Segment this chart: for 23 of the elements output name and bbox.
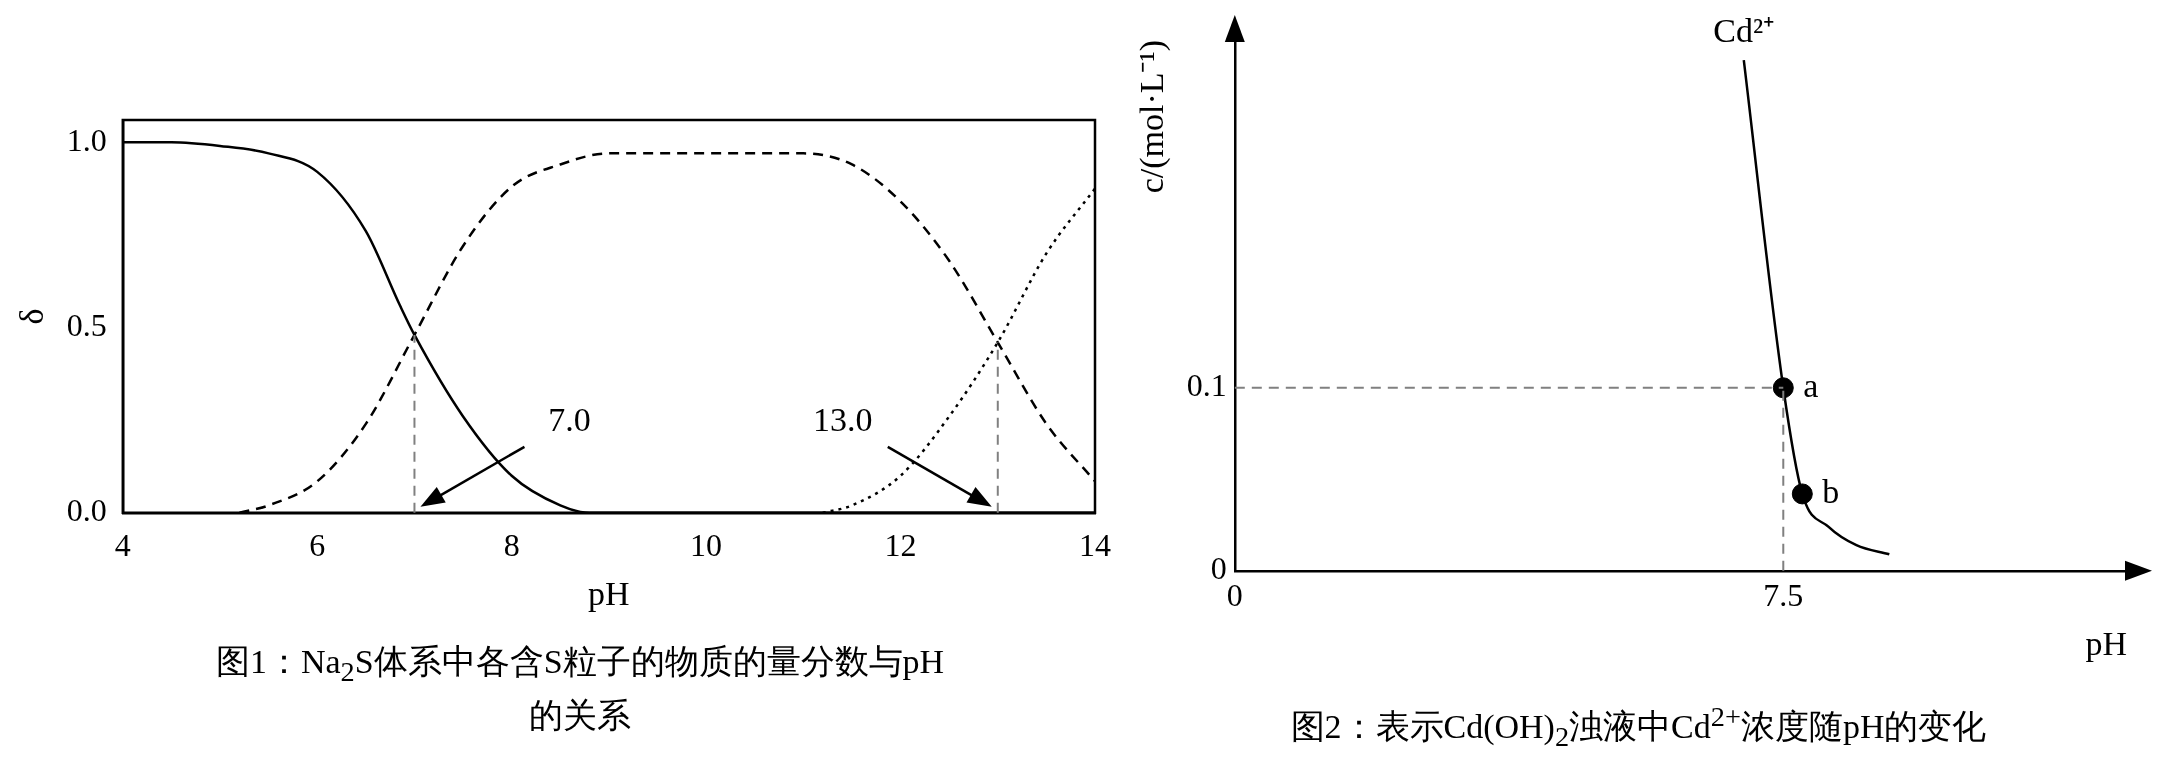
annotation: b [1822, 472, 1840, 510]
y-axis-title: δ [13, 308, 51, 325]
y-axis-title: c/(mol·L⁻¹) [1133, 40, 1172, 194]
y-tick-label: 1.0 [66, 121, 107, 158]
x-axis-title: pH [2085, 624, 2127, 662]
series-label: Cd²⁺ [1713, 12, 1775, 50]
x-tick-label: 8 [503, 527, 520, 564]
x-tick-label: 14 [1079, 527, 1111, 564]
x-tick-label: 4 [114, 527, 131, 564]
annotation: 7.0 [548, 400, 591, 438]
x-tick-label: 7.5 [1763, 577, 1804, 614]
annotation: 13.0 [813, 400, 873, 438]
x-tick-label: 10 [690, 527, 723, 564]
x-tick-label: 12 [884, 527, 917, 564]
annotation: a [1803, 366, 1819, 404]
y-tick-label: 0.0 [66, 492, 107, 529]
text: 图1：Na$_{2}$S体系中各含S粒子的物质的量分数与pH的关系 [214, 642, 946, 736]
x-tick-label: 6 [309, 527, 326, 564]
text: 图2：表示Cd(OH)$_{2}$浊液中Cd$^{2+}$浓度随pH的变化 [1289, 700, 1988, 755]
x-axis-title: pH [588, 574, 630, 612]
y-tick-label: 0.1 [1186, 367, 1227, 404]
y-tick-label: 0.5 [66, 306, 107, 343]
line-series [1742, 58, 1891, 556]
